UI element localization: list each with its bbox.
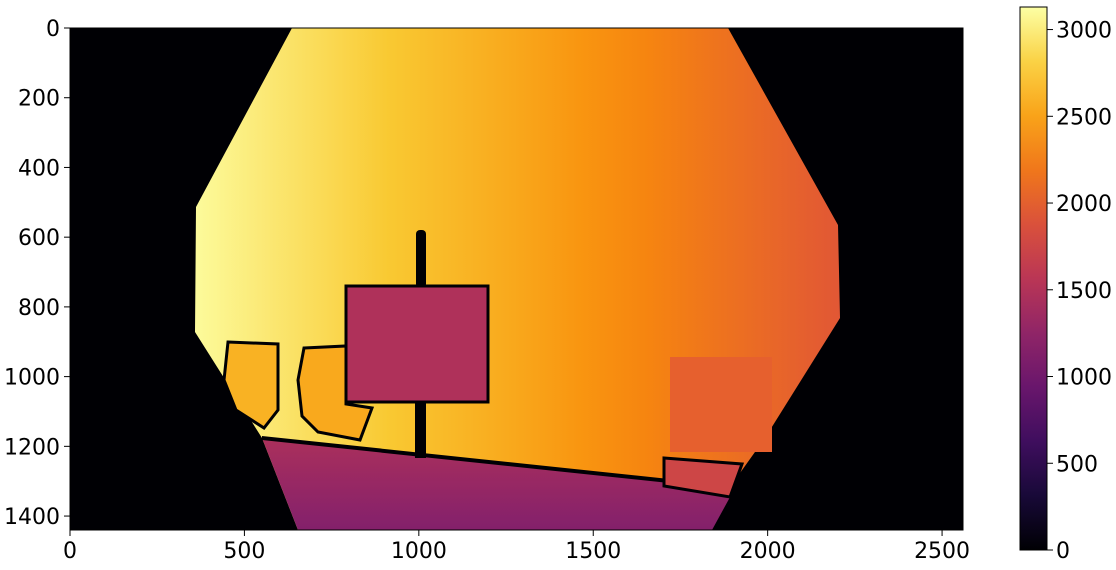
colorbar-axis: 0 500 1000 1500 2000 2500 3000	[1047, 19, 1112, 564]
y-tick-label: 1400	[4, 505, 60, 530]
colorbar	[1019, 6, 1048, 551]
y-tick-label: 200	[18, 87, 60, 112]
colorbar-tick-label: 2500	[1056, 105, 1112, 130]
colorbar-tick-label: 500	[1056, 452, 1098, 477]
y-tick-label: 600	[18, 226, 60, 251]
sign-board-region	[344, 284, 490, 404]
y-tick-label: 1000	[4, 366, 60, 391]
y-tick-label: 0	[46, 17, 60, 42]
floor-edge-gap	[262, 436, 735, 490]
x-tick-label: 1500	[565, 539, 621, 564]
y-tick-label: 400	[18, 156, 60, 181]
x-tick-label: 0	[63, 539, 77, 564]
x-tick-label: 500	[223, 539, 265, 564]
x-tick-label: 2000	[740, 539, 796, 564]
colorbar-tick-label: 3000	[1056, 19, 1112, 44]
x-tick-label: 1000	[391, 539, 447, 564]
y-axis: 0 200 400 600 800 1000 1200 1400	[4, 17, 70, 530]
y-tick-label: 800	[18, 296, 60, 321]
low-box-region	[662, 456, 745, 499]
colorbar-tick-label: 2000	[1056, 192, 1112, 217]
right-panel-region	[670, 357, 772, 452]
x-tick-label: 2500	[914, 539, 970, 564]
floor-region	[262, 438, 735, 530]
colorbar-tick-label: 0	[1056, 539, 1070, 564]
y-tick-label: 1200	[4, 435, 60, 460]
colorbar-tick-label: 1000	[1056, 366, 1112, 391]
colorbar-tick-label: 1500	[1056, 279, 1112, 304]
sign-pole-bottom	[415, 402, 426, 458]
sign-pole-top	[416, 230, 426, 288]
left-chair-region	[222, 340, 280, 431]
depth-map-plot	[70, 28, 963, 530]
x-axis: 0 500 1000 1500 2000 2500	[63, 530, 970, 564]
plot-frame	[69, 27, 964, 531]
